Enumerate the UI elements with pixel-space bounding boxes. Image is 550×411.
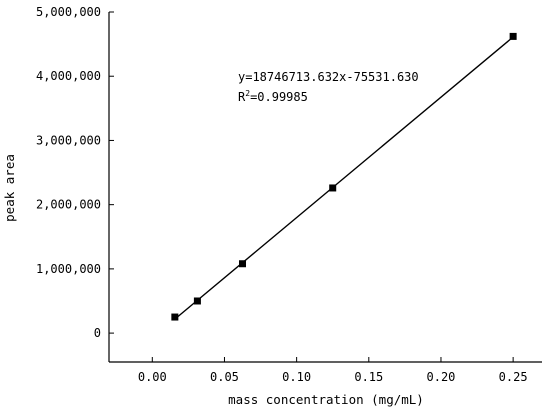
y-axis-title: peak area — [2, 154, 17, 222]
y-tick-label: 2,000,000 — [36, 198, 101, 212]
y-tick-label: 3,000,000 — [36, 133, 101, 147]
x-tick-label: 0.25 — [499, 370, 528, 384]
r-squared-superscript: 2 — [245, 89, 250, 98]
x-tick-label: 0.00 — [138, 370, 167, 384]
r-squared-annotation: R2=0.99985 — [238, 89, 308, 104]
r-squared-base: R — [238, 90, 246, 104]
y-tick-label: 1,000,000 — [36, 262, 101, 276]
x-tick-label: 0.10 — [282, 370, 311, 384]
axes: 0 1,000,000 2,000,000 3,000,000 4,000,000 5,0… — [36, 5, 542, 384]
y-tick-label: 5,000,000 — [36, 5, 101, 19]
x-axis-title: mass concentration (mg/mL) — [228, 392, 424, 407]
x-tick-label: 0.05 — [210, 370, 239, 384]
data-point — [171, 313, 179, 321]
fit-line — [174, 36, 514, 320]
data-points-layer — [171, 32, 517, 321]
equation-annotation: y=18746713.632x-75531.630 — [238, 70, 419, 84]
r-squared-value: =0.99985 — [250, 90, 308, 104]
y-tick-label: 0 — [94, 326, 101, 340]
fit-line-layer — [174, 36, 514, 320]
y-tick-label: 4,000,000 — [36, 69, 101, 83]
data-point — [239, 260, 247, 268]
x-tick-label: 0.20 — [427, 370, 456, 384]
data-point — [193, 297, 201, 305]
data-point — [329, 184, 337, 192]
x-tick-label: 0.15 — [354, 370, 383, 384]
data-point — [509, 32, 517, 40]
